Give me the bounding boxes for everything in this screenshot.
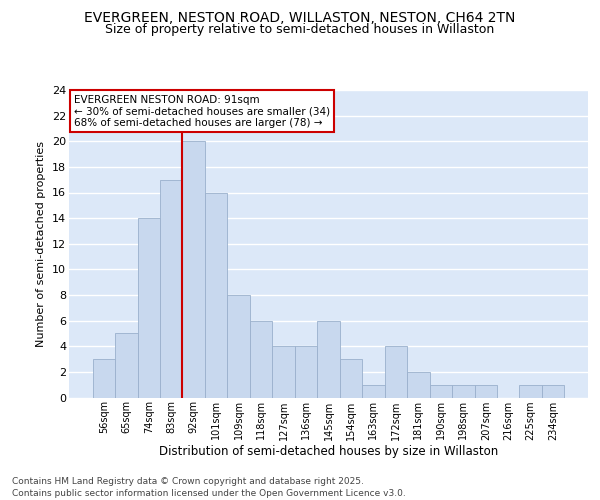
Bar (542, 384, 565, 398)
Bar (182, 141, 205, 398)
Bar (317, 320, 340, 398)
Bar (115, 334, 137, 398)
Bar (520, 384, 542, 398)
Bar (362, 384, 385, 398)
Bar (137, 218, 160, 398)
Bar (295, 346, 317, 398)
Bar (272, 346, 295, 398)
Bar (430, 384, 452, 398)
Bar (452, 384, 475, 398)
Text: EVERGREEN, NESTON ROAD, WILLASTON, NESTON, CH64 2TN: EVERGREEN, NESTON ROAD, WILLASTON, NESTO… (85, 11, 515, 25)
Bar (407, 372, 430, 398)
Bar (227, 295, 250, 398)
Bar (385, 346, 407, 398)
Text: Size of property relative to semi-detached houses in Willaston: Size of property relative to semi-detach… (106, 22, 494, 36)
Text: EVERGREEN NESTON ROAD: 91sqm
← 30% of semi-detached houses are smaller (34)
68% : EVERGREEN NESTON ROAD: 91sqm ← 30% of se… (74, 94, 331, 128)
X-axis label: Distribution of semi-detached houses by size in Willaston: Distribution of semi-detached houses by … (159, 446, 498, 458)
Text: Contains HM Land Registry data © Crown copyright and database right 2025.
Contai: Contains HM Land Registry data © Crown c… (12, 476, 406, 498)
Bar (250, 320, 272, 398)
Y-axis label: Number of semi-detached properties: Number of semi-detached properties (37, 141, 46, 347)
Bar (205, 192, 227, 398)
Bar (475, 384, 497, 398)
Bar (340, 359, 362, 398)
Bar (92, 359, 115, 398)
Bar (160, 180, 182, 398)
